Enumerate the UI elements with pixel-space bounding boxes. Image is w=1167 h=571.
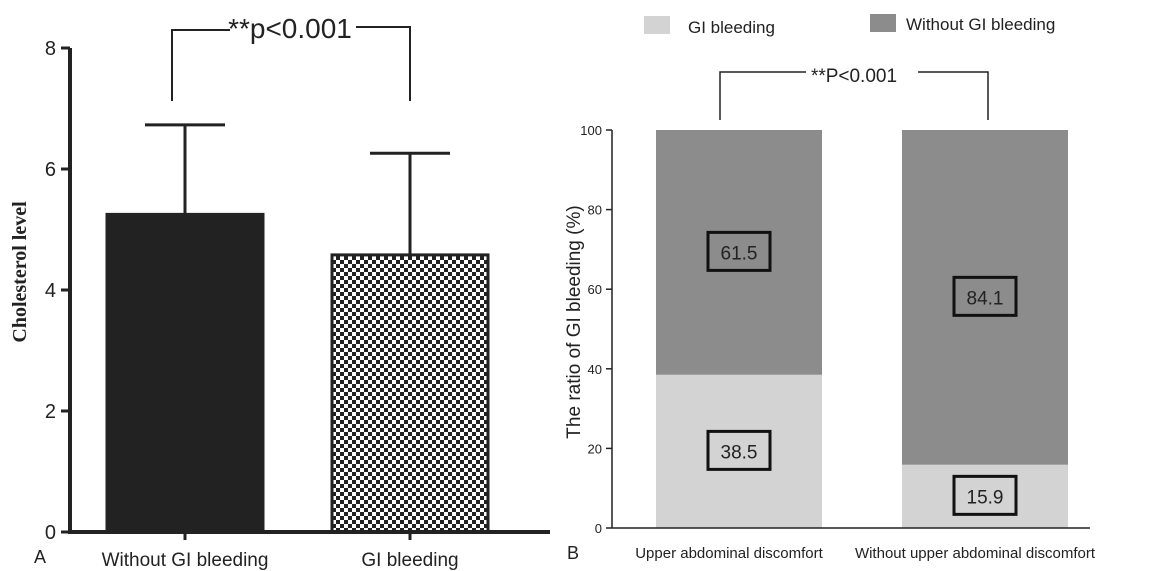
panel-a-bar-without-gi-bleeding (105, 212, 265, 534)
panel-a-bracket-right (356, 26, 411, 101)
panel-a-letter: A (34, 547, 46, 567)
panel-b-bar-upper-abdominal-discomfort-gi-bleeding (656, 374, 822, 528)
panel-b-value-box (952, 474, 1018, 516)
panel-b-value-label: 61.5 (721, 243, 758, 264)
panel-b-y-tick-label: 40 (588, 362, 602, 377)
panel-b-significance: **P<0.001 (719, 66, 989, 120)
panel-b-bar-upper-abdominal-discomfort-without-gi-bleeding (656, 130, 822, 375)
panel-b-y-tick-label: 100 (580, 123, 602, 138)
panel-a-y-tick-label: 0 (45, 522, 56, 544)
panel-b-chart: GI bleeding Without GI bleeding The rati… (564, 14, 1096, 563)
panel-b-bracket-left (719, 71, 806, 120)
panel-a-bracket-left (171, 29, 230, 101)
panel-a-x-tick-label: Without GI bleeding (102, 550, 269, 571)
panel-a-y-tick-label: 4 (45, 280, 56, 302)
panel-b-value-label: 15.9 (967, 487, 1004, 508)
legend-swatch-gi-bleeding (644, 16, 670, 34)
panel-b-y-tick-label: 20 (588, 441, 602, 456)
panel-b-x-tick-label: Without upper abdominal discomfort (855, 545, 1096, 562)
panel-a-chart: Cholesterol level 0 2 4 6 8 Without GI bleed… (9, 13, 550, 571)
legend-swatch-without-gi-bleeding (870, 14, 896, 32)
legend-label-without-gi-bleeding: Without GI bleeding (906, 15, 1055, 34)
panel-b-value-box (952, 275, 1018, 317)
panel-a-y-axis: 0 2 4 6 8 (45, 38, 72, 544)
panel-b-y-tick-label: 60 (588, 282, 602, 297)
panel-a-y-tick-label: 8 (45, 38, 56, 60)
panel-b-legend: GI bleeding Without GI bleeding (644, 14, 1055, 37)
panel-b-value-label: 38.5 (721, 442, 758, 463)
panel-b-y-axis: 0 20 40 60 80 100 (580, 123, 613, 536)
panel-b-y-tick-label: 0 (595, 521, 602, 536)
panel-b-annotation: **P<0.001 (811, 66, 897, 87)
panel-b-ylabel: The ratio of GI bleeding (%) (564, 205, 585, 438)
panel-b-bracket-right (918, 71, 989, 120)
panel-a-x-tick-label: GI bleeding (361, 550, 458, 571)
panel-a-y-tick-label: 6 (45, 159, 56, 181)
panel-b-value-label: 84.1 (967, 288, 1004, 309)
panel-b-value-box (706, 429, 772, 471)
panel-b-x-tick-label: Upper abdominal discomfort (635, 545, 823, 562)
panel-a-bar-gi-bleeding (330, 253, 490, 534)
panel-b-bars: 38.5 61.5 15.9 84.1 (656, 130, 1068, 528)
panel-b-x-axis: Upper abdominal discomfort Without upper … (612, 527, 1096, 562)
panel-a-y-tick-label: 2 (45, 401, 56, 423)
panel-b-bar-without-upper-abdominal-discomfort-without-gi-bleeding (902, 130, 1068, 465)
panel-a-ylabel: Cholesterol level (9, 201, 31, 343)
panel-a-x-axis: Without GI bleeding GI bleeding (68, 530, 550, 571)
panel-a-significance: **p<0.001 (171, 13, 411, 101)
panel-b-value-box (706, 230, 772, 272)
panel-b-letter: B (567, 543, 579, 563)
panel-b-y-tick-label: 80 (588, 203, 602, 218)
panel-a-bars (105, 123, 490, 534)
legend-label-gi-bleeding: GI bleeding (688, 18, 775, 37)
panel-a-annotation: **p<0.001 (228, 13, 352, 44)
